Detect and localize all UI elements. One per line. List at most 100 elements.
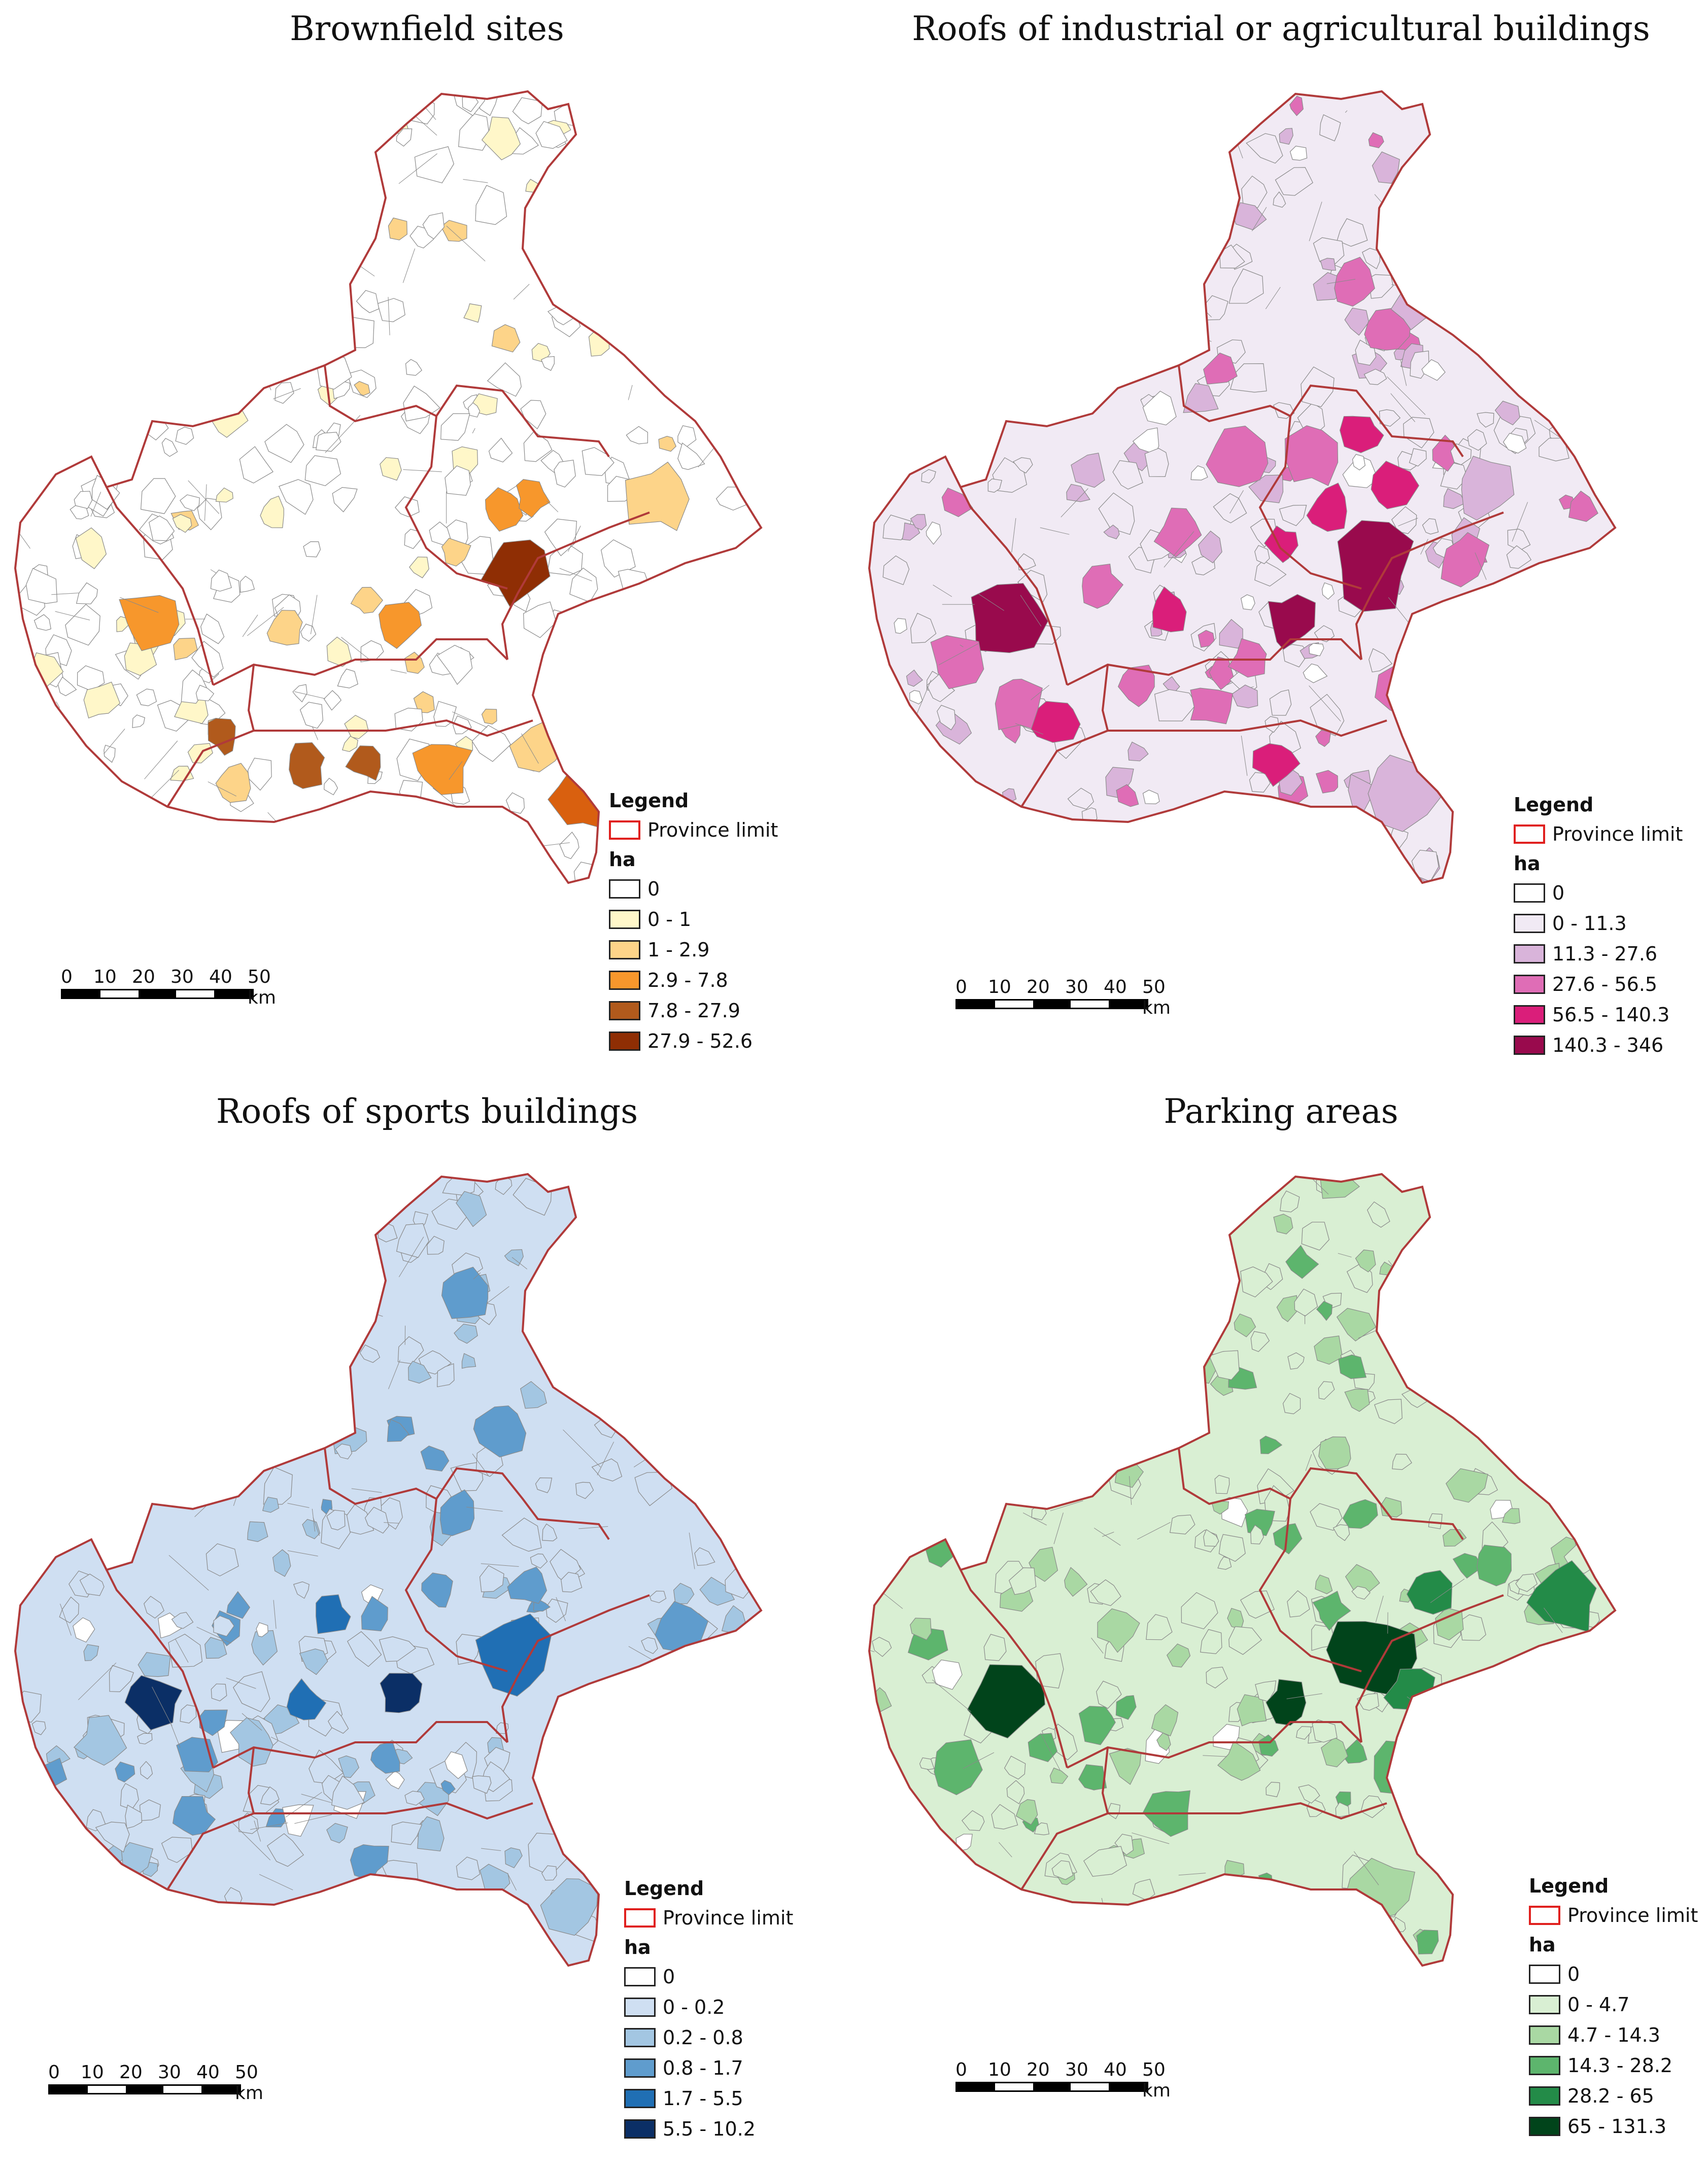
municipality — [303, 541, 321, 558]
municipality — [79, 1573, 105, 1596]
municipality — [1374, 1399, 1403, 1424]
legend-swatch — [624, 1967, 656, 1986]
municipal-border — [388, 297, 390, 335]
municipal-border — [1094, 1528, 1121, 1546]
municipality — [263, 1466, 293, 1505]
municipality — [694, 1547, 715, 1566]
municipality — [1246, 133, 1283, 164]
municipality — [340, 317, 374, 349]
municipal-border — [1091, 1637, 1104, 1654]
panel-title: Brownfield sites — [290, 9, 564, 48]
scale-label: 30 — [170, 967, 194, 987]
municipality — [324, 777, 338, 796]
province-border — [90, 456, 214, 685]
municipality — [140, 478, 176, 514]
legend-item: 0 — [1514, 878, 1683, 908]
municipal-border — [270, 1390, 290, 1408]
municipality — [109, 1665, 134, 1693]
municipal-border — [208, 781, 236, 797]
municipality — [541, 1865, 557, 1881]
municipal-border — [935, 91, 946, 100]
municipal-border — [1569, 1296, 1582, 1305]
municipality-highlight — [967, 1664, 1045, 1739]
legend-swatch — [1514, 1005, 1545, 1024]
municipality — [932, 1659, 963, 1690]
municipality — [1259, 1435, 1283, 1454]
municipal-border — [1390, 393, 1415, 422]
province-swatch — [1514, 824, 1545, 844]
municipal-border — [398, 1236, 424, 1278]
municipality — [426, 1235, 445, 1255]
province-border — [1067, 1721, 1362, 1769]
legend-label: 7.8 - 27.9 — [647, 1000, 740, 1022]
scale-segment — [62, 990, 100, 998]
municipality — [323, 690, 341, 711]
municipality — [1360, 1795, 1385, 1818]
scale-segment — [1109, 1001, 1147, 1008]
municipal-border — [122, 1337, 136, 1339]
municipality — [206, 1543, 239, 1576]
municipal-border — [1208, 802, 1217, 816]
province-border — [1178, 1448, 1291, 1505]
scale-label: 40 — [1104, 2059, 1127, 2080]
municipality — [1128, 741, 1149, 762]
legend-item: 0.2 - 0.8 — [624, 2022, 793, 2053]
choropleth-map — [14, 1173, 763, 1967]
municipality — [1421, 359, 1446, 381]
municipality-highlight — [1342, 1499, 1378, 1529]
municipality — [1285, 1245, 1319, 1279]
municipality — [1372, 151, 1400, 184]
municipality — [391, 1821, 423, 1845]
municipal-border — [552, 219, 586, 234]
municipal-border — [384, 1522, 399, 1524]
municipality — [420, 1446, 450, 1472]
municipality — [396, 1223, 429, 1258]
municipality — [468, 402, 481, 418]
legend-item: 0 — [609, 874, 778, 904]
municipality — [530, 1553, 548, 1569]
municipality-highlight — [1097, 1608, 1140, 1653]
municipality — [1445, 1468, 1488, 1503]
municipal-border — [947, 171, 955, 178]
municipality — [1006, 1780, 1025, 1804]
municipal-border — [646, 1269, 680, 1305]
municipality-highlight — [315, 1594, 351, 1634]
municipality-highlight — [1477, 1544, 1512, 1587]
scale-segment — [1071, 2083, 1109, 2090]
municipal-border — [536, 1301, 555, 1304]
municipality — [1071, 453, 1105, 488]
municipality — [1467, 429, 1487, 451]
province-swatch — [609, 820, 640, 840]
municipal-border — [939, 1339, 946, 1379]
municipality — [95, 1821, 130, 1853]
municipality — [452, 715, 472, 735]
municipal-border — [131, 1267, 147, 1286]
municipality-highlight — [1206, 425, 1269, 487]
municipalities — [15, 91, 758, 883]
municipality — [170, 766, 194, 781]
legend-item: 0.8 - 1.7 — [624, 2053, 793, 2083]
municipal-border — [891, 1276, 926, 1285]
municipal-border — [628, 385, 633, 400]
municipal-border — [1050, 1500, 1083, 1511]
municipality — [331, 1775, 365, 1810]
scale-label: 50 km — [235, 2062, 263, 2104]
municipality-highlight — [1217, 1741, 1261, 1781]
municipality — [1338, 1354, 1367, 1379]
municipality-highlight — [172, 1796, 216, 1836]
municipal-border — [914, 679, 932, 718]
municipality-highlight — [540, 1878, 598, 1936]
municipal-border — [1495, 661, 1527, 664]
municipal-border — [1213, 1235, 1220, 1253]
province-border — [247, 1747, 255, 1814]
scale-label: 50 km — [1142, 977, 1171, 1018]
province-border — [404, 1498, 508, 1672]
municipality — [1214, 1474, 1230, 1494]
municipality-highlight — [516, 479, 551, 518]
municipality — [491, 324, 521, 353]
municipal-border — [978, 593, 1004, 611]
municipal-border — [351, 1488, 382, 1493]
municipality — [1321, 582, 1335, 600]
municipality — [1568, 491, 1598, 522]
municipality — [909, 690, 923, 705]
